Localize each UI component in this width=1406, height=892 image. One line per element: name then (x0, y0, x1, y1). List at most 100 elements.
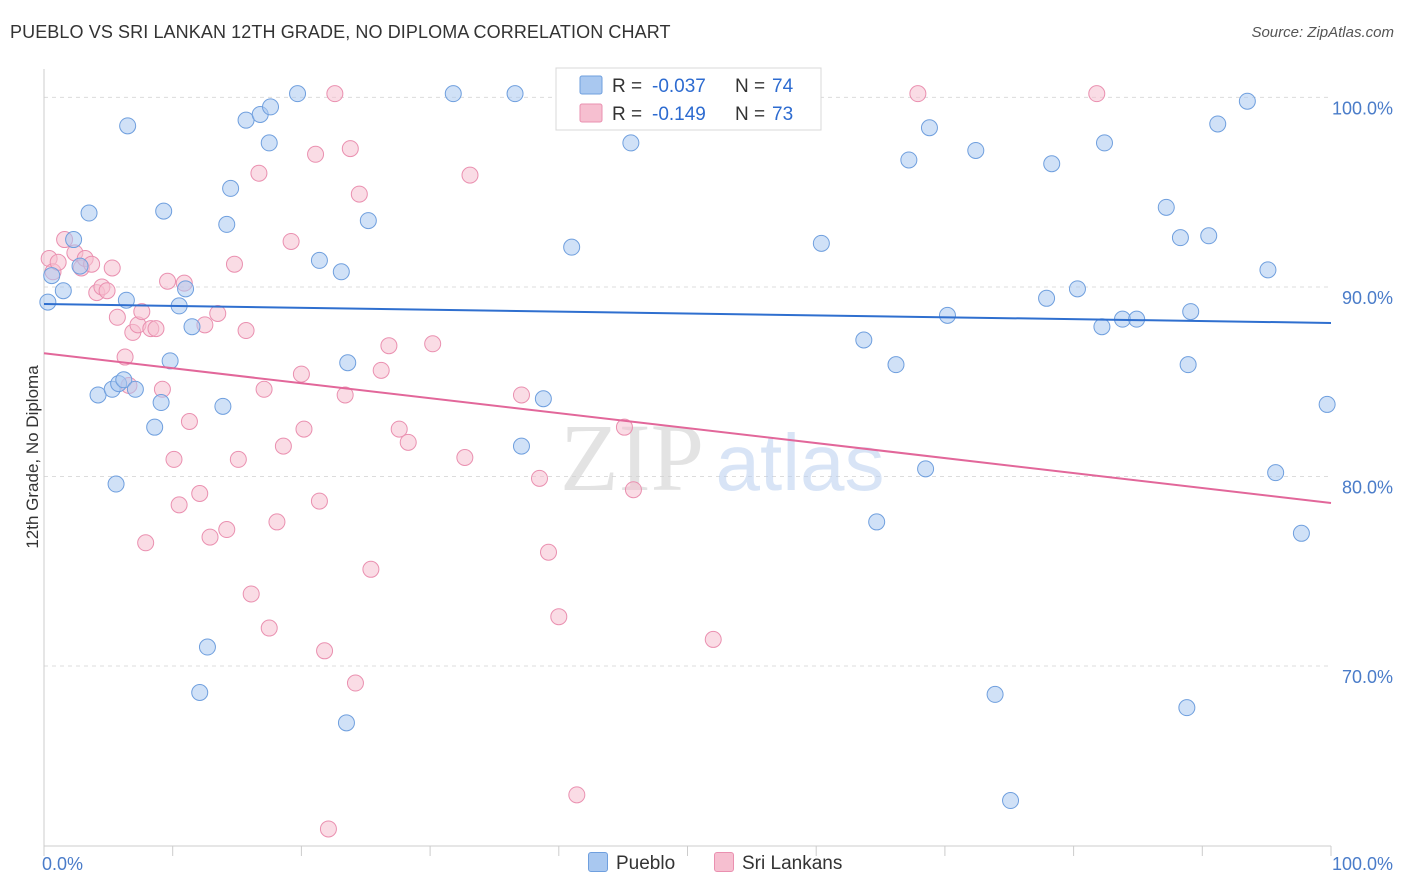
x-tick-label: 100.0% (1332, 854, 1393, 874)
y-axis-label: 12th Grade, No Diploma (23, 365, 42, 549)
legend-n-label-pueblo: N = (735, 76, 765, 97)
pueblo-point (39, 293, 57, 311)
pueblo-point (1178, 699, 1196, 717)
bottom-legend-pueblo-label: Pueblo (616, 853, 676, 874)
y-tick-label: 80.0% (1342, 477, 1393, 497)
sri-lankans-point (615, 418, 633, 436)
sri-lankans-point (568, 786, 586, 804)
pueblo-point (65, 231, 83, 249)
pueblo-point (917, 460, 935, 478)
pueblo-point (359, 212, 377, 230)
pueblo-point (920, 119, 938, 137)
pueblo-point (900, 151, 918, 169)
pueblo-point (80, 204, 98, 222)
pueblo-point (71, 257, 89, 275)
sri-lankans-point (225, 255, 243, 273)
legend-r-label-pueblo: R = (612, 76, 642, 97)
sri-lankans-point (540, 543, 558, 561)
pueblo-point (887, 356, 905, 374)
pueblo-point (198, 638, 216, 656)
pueblo-trend-line (43, 302, 1332, 324)
pueblo-point (868, 513, 886, 531)
legend-n-value-pueblo: 74 (772, 76, 794, 97)
pueblo-point (812, 234, 830, 252)
sri-lankans-point (461, 166, 479, 184)
sri-lankans-point (165, 450, 183, 468)
pueblo-point (986, 685, 1004, 703)
pueblo-point (222, 179, 240, 197)
pueblo-point (218, 215, 236, 233)
bottom-legend-pueblo: Pueblo (588, 852, 675, 875)
pueblo-point (563, 238, 581, 256)
sri-lankans-point (424, 335, 442, 353)
sri-lankans-point (191, 485, 209, 503)
y-tick-label: 70.0% (1342, 667, 1393, 687)
legend-r-value-srilankans: -0.149 (652, 104, 706, 125)
sri-lankans-point (147, 320, 165, 338)
watermark: ZIP atlas (560, 404, 884, 511)
sri-lankans-points (40, 85, 1106, 838)
pueblo-point (1182, 303, 1200, 321)
sri-lankans-point (98, 282, 116, 300)
sri-lankans-point (512, 386, 530, 404)
sri-lankans-point (1088, 85, 1106, 103)
pueblo-point (152, 394, 170, 412)
sri-lankans-point (108, 308, 126, 326)
pueblo-point (155, 202, 173, 220)
pueblo-point (1259, 261, 1277, 279)
sri-lankans-point (116, 348, 134, 366)
pueblo-point (1318, 395, 1336, 413)
pueblo-point (107, 475, 125, 493)
pueblo-point (1157, 198, 1175, 216)
pueblo-point (1267, 464, 1285, 482)
sri-lankans-point (346, 674, 364, 692)
sri-lankans-point (390, 420, 408, 438)
sri-lankans-point (310, 492, 328, 510)
pueblo-point (622, 134, 640, 152)
axes (43, 69, 1332, 856)
pueblo-point (262, 98, 280, 116)
sri-lankans-point (350, 185, 368, 203)
pueblo-point (1200, 227, 1218, 245)
sri-lankans-point (372, 361, 390, 379)
pueblo-point (1292, 524, 1310, 542)
pueblo-point (339, 354, 357, 372)
pueblo-point (1179, 356, 1197, 374)
sri-lankans-point (292, 365, 310, 383)
pueblo-point (855, 331, 873, 349)
sri-lankans-point (326, 85, 344, 103)
pueblo-point (967, 141, 985, 159)
legend-swatch-pueblo (579, 75, 603, 95)
bottom-legend-srilankans: Sri Lankans (714, 852, 842, 875)
sri-lankans-point (180, 412, 198, 430)
sri-lankans-point (133, 303, 151, 321)
watermark-atlas: atlas (716, 418, 885, 507)
sri-lankans-point (909, 85, 927, 103)
pueblo-swatch-icon (588, 852, 608, 872)
pueblo-point (289, 85, 307, 103)
pueblo-point (938, 306, 956, 324)
sri-lankans-point (268, 513, 286, 531)
correlation-legend: R = -0.037 N = 74 R = -0.149 N = 73 (555, 67, 822, 131)
srilankans-swatch-icon (714, 852, 734, 872)
sri-lankans-point (250, 164, 268, 182)
pueblo-point (1093, 318, 1111, 336)
legend-swatch-srilankans (579, 103, 603, 123)
pueblo-point (1209, 115, 1227, 133)
sri-lankans-point (307, 145, 325, 163)
pueblo-point (512, 437, 530, 455)
legend-n-value-srilankans: 73 (772, 104, 793, 125)
sri-lankans-point (260, 619, 278, 637)
pueblo-point (119, 117, 137, 135)
sri-lankans-point (319, 820, 337, 838)
pueblo-point (534, 390, 552, 408)
pueblo-point (1002, 792, 1020, 810)
pueblo-point (444, 85, 462, 103)
y-tick-label: 90.0% (1342, 288, 1393, 308)
sri-lankans-point (399, 433, 417, 451)
trend-lines (43, 302, 1332, 504)
sri-lankans-point (170, 496, 188, 514)
sri-lankans-point (237, 322, 255, 340)
pueblo-point (1068, 280, 1086, 298)
source-label: Source: ZipAtlas.com (1251, 24, 1394, 41)
